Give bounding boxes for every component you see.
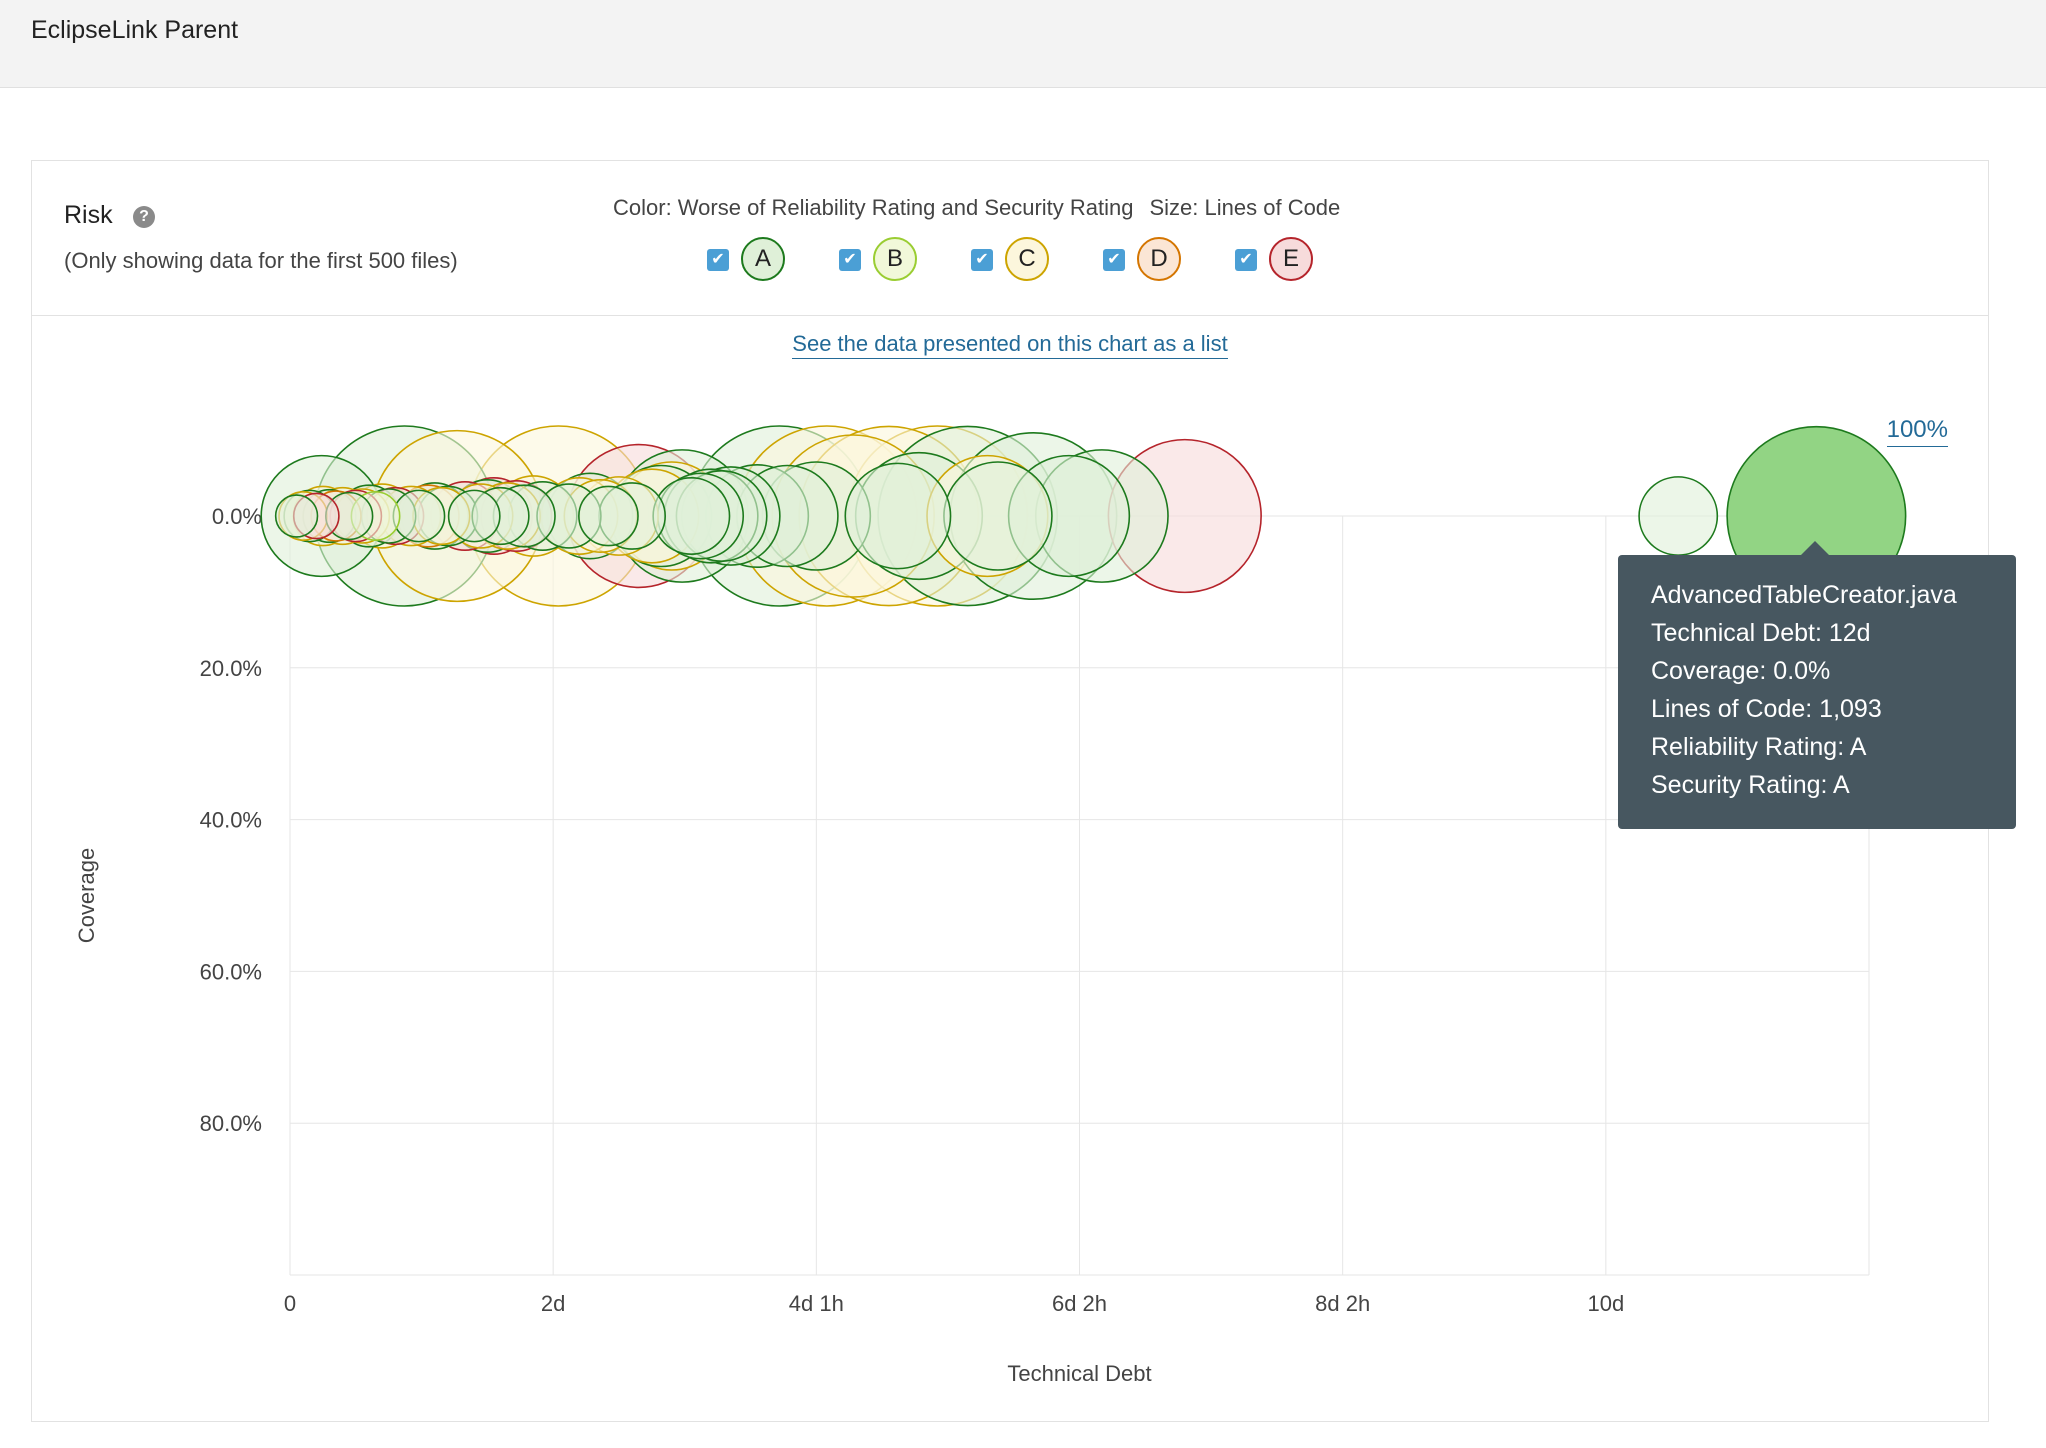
tooltip-reliability: Reliability Rating: A [1651, 733, 1867, 761]
rating-b-bubble: B [873, 237, 917, 281]
x-axis-title: Technical Debt [1007, 1361, 1151, 1386]
rating-d-bubble: D [1137, 237, 1181, 281]
rating-a-bubble: A [741, 237, 785, 281]
x-tick-label: 2d [541, 1291, 565, 1316]
size-caption: Size: Lines of Code [1149, 195, 1341, 220]
y-tick-label: 60.0% [200, 959, 262, 984]
question-circle-icon[interactable]: ? [133, 206, 155, 228]
project-name[interactable]: EclipseLink Parent [31, 16, 239, 44]
see-data-as-list-link[interactable]: See the data presented on this chart as … [792, 331, 1228, 359]
data-bubble[interactable] [844, 462, 952, 570]
checkbox-checked-icon[interactable]: ✔ [1235, 249, 1257, 271]
data-bubble[interactable] [447, 489, 501, 543]
legend-caption: Color: Worse of Reliability Rating and S… [613, 195, 1340, 221]
checkbox-checked-icon[interactable]: ✔ [971, 249, 993, 271]
data-bubble[interactable] [274, 494, 319, 538]
y-tick-label: 40.0% [200, 808, 262, 833]
color-caption: Color: Worse of Reliability Rating and S… [613, 195, 1134, 220]
checkbox-checked-icon[interactable]: ✔ [707, 249, 729, 271]
tooltip-debt: Technical Debt: 12d [1651, 619, 1871, 647]
risk-bubble-chart: 0.0% 20.0% 40.0% 60.0% 80.0% 0 2d 4d 1h 6d 2h 8d … [74, 425, 1907, 1386]
data-bubble[interactable] [392, 489, 446, 543]
list-view-link-row: See the data presented on this chart as … [32, 331, 1988, 359]
data-bubble[interactable] [1638, 476, 1719, 556]
tooltip-loc: Lines of Code: 1,093 [1651, 695, 1882, 723]
x-tick-label: 10d [1587, 1291, 1624, 1316]
rating-c-bubble: C [1005, 237, 1049, 281]
y-tick-label: 20.0% [200, 656, 262, 681]
x-tick-label: 0 [284, 1291, 296, 1316]
y-tick-label: 0.0% [212, 504, 262, 529]
data-limit-note: (Only showing data for the first 500 fil… [64, 248, 458, 273]
y-tick-label: 80.0% [200, 1111, 262, 1136]
bubble-tooltip: AdvancedTableCreator.java Technical Debt… [1618, 541, 2016, 829]
tooltip-coverage: Coverage: 0.0% [1651, 657, 1831, 685]
zoom-reset-link[interactable]: 100% [1886, 416, 1948, 447]
checkbox-checked-icon[interactable]: ✔ [1103, 249, 1125, 271]
panel-title: Risk [64, 201, 113, 229]
x-tick-label: 6d 2h [1052, 1291, 1107, 1316]
data-bubble[interactable] [578, 485, 639, 547]
x-tick-label: 4d 1h [789, 1291, 844, 1316]
rating-e-bubble: E [1269, 237, 1313, 281]
x-tick-label: 8d 2h [1315, 1291, 1370, 1316]
panel-header: Risk ? (Only showing data for the first … [32, 161, 1988, 316]
data-bubble[interactable] [943, 461, 1053, 571]
project-header: EclipseLink Parent [0, 0, 2046, 88]
y-axis-title: Coverage [74, 848, 99, 943]
tooltip-security: Security Rating: A [1651, 771, 1850, 799]
tooltip-file: AdvancedTableCreator.java [1651, 581, 1957, 609]
checkbox-checked-icon[interactable]: ✔ [839, 249, 861, 271]
